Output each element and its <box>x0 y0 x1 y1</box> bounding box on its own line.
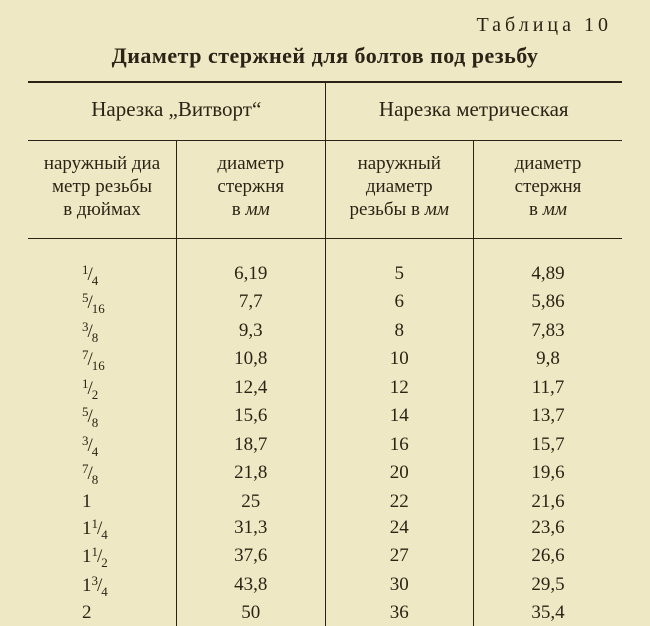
cell-rod-metric: 19,6 <box>474 460 623 489</box>
cell-outer-inch: 5/16 <box>28 289 177 318</box>
cell-outer-mm: 22 <box>325 489 474 515</box>
cell-outer-mm: 27 <box>325 543 474 572</box>
cell-rod-metric: 35,4 <box>474 600 623 626</box>
cell-outer-mm: 5 <box>325 239 474 290</box>
table-caption: Таблица 10 <box>28 14 622 37</box>
table-row: 5/167,765,86 <box>28 289 622 318</box>
cell-outer-mm: 10 <box>325 346 474 375</box>
cell-rod-whit: 21,8 <box>177 460 326 489</box>
cell-outer-mm: 30 <box>325 572 474 601</box>
cell-rod-metric: 7,83 <box>474 318 623 347</box>
cell-rod-whit: 43,8 <box>177 572 326 601</box>
cell-outer-inch: 11/2 <box>28 543 177 572</box>
cell-outer-mm: 36 <box>325 600 474 626</box>
table-row: 1/212,41211,7 <box>28 375 622 404</box>
cell-outer-inch: 3/8 <box>28 318 177 347</box>
table-row: 3/418,71615,7 <box>28 432 622 461</box>
thread-diameter-table: Нарезка „Витворт“ Нарезка метрическая на… <box>28 81 622 626</box>
cell-rod-metric: 21,6 <box>474 489 623 515</box>
cell-outer-inch: 7/16 <box>28 346 177 375</box>
cell-outer-inch: 1/4 <box>28 239 177 290</box>
group-header-metric: Нарезка метрическая <box>325 83 622 141</box>
cell-outer-mm: 6 <box>325 289 474 318</box>
cell-outer-mm: 16 <box>325 432 474 461</box>
table-row: 3/89,387,83 <box>28 318 622 347</box>
cell-rod-metric: 29,5 <box>474 572 623 601</box>
cell-rod-whit: 18,7 <box>177 432 326 461</box>
table-row: 2503635,4 <box>28 600 622 626</box>
cell-rod-whit: 31,3 <box>177 515 326 544</box>
cell-outer-inch: 1/2 <box>28 375 177 404</box>
sub-header-outer-inch: наружный диа метр резьбы в дюймах <box>28 141 177 238</box>
cell-rod-whit: 37,6 <box>177 543 326 572</box>
cell-outer-mm: 14 <box>325 403 474 432</box>
cell-outer-inch: 5/8 <box>28 403 177 432</box>
cell-rod-metric: 5,86 <box>474 289 623 318</box>
table-row: 1252221,6 <box>28 489 622 515</box>
cell-rod-whit: 6,19 <box>177 239 326 290</box>
cell-outer-inch: 3/4 <box>28 432 177 461</box>
cell-outer-inch: 13/4 <box>28 572 177 601</box>
cell-rod-metric: 26,6 <box>474 543 623 572</box>
table-row: 1/46,1954,89 <box>28 239 622 290</box>
cell-outer-mm: 12 <box>325 375 474 404</box>
group-header-whitworth: Нарезка „Витворт“ <box>28 83 325 141</box>
table-title: Диаметр стержней для болтов под резьбу <box>28 43 622 69</box>
cell-rod-whit: 15,6 <box>177 403 326 432</box>
cell-rod-whit: 12,4 <box>177 375 326 404</box>
cell-rod-whit: 7,7 <box>177 289 326 318</box>
cell-outer-inch: 2 <box>28 600 177 626</box>
table-row: 5/815,61413,7 <box>28 403 622 432</box>
sub-header-rod-whit: диаметр стержня в мм <box>177 141 326 238</box>
sub-header-rod-metric: диаметр стержня в мм <box>474 141 623 238</box>
cell-rod-metric: 23,6 <box>474 515 623 544</box>
cell-rod-whit: 25 <box>177 489 326 515</box>
sub-header-outer-mm: наружный диаметр резьбы в мм <box>325 141 474 238</box>
cell-rod-whit: 10,8 <box>177 346 326 375</box>
cell-rod-whit: 50 <box>177 600 326 626</box>
cell-rod-metric: 13,7 <box>474 403 623 432</box>
cell-outer-inch: 11/4 <box>28 515 177 544</box>
cell-rod-whit: 9,3 <box>177 318 326 347</box>
cell-outer-mm: 24 <box>325 515 474 544</box>
cell-outer-mm: 20 <box>325 460 474 489</box>
cell-rod-metric: 4,89 <box>474 239 623 290</box>
table-row: 13/443,83029,5 <box>28 572 622 601</box>
table-row: 11/431,32423,6 <box>28 515 622 544</box>
cell-outer-mm: 8 <box>325 318 474 347</box>
cell-outer-inch: 1 <box>28 489 177 515</box>
table-row: 11/237,62726,6 <box>28 543 622 572</box>
table-row: 7/821,82019,6 <box>28 460 622 489</box>
cell-outer-inch: 7/8 <box>28 460 177 489</box>
cell-rod-metric: 15,7 <box>474 432 623 461</box>
cell-rod-metric: 11,7 <box>474 375 623 404</box>
cell-rod-metric: 9,8 <box>474 346 623 375</box>
table-row: 7/1610,8109,8 <box>28 346 622 375</box>
